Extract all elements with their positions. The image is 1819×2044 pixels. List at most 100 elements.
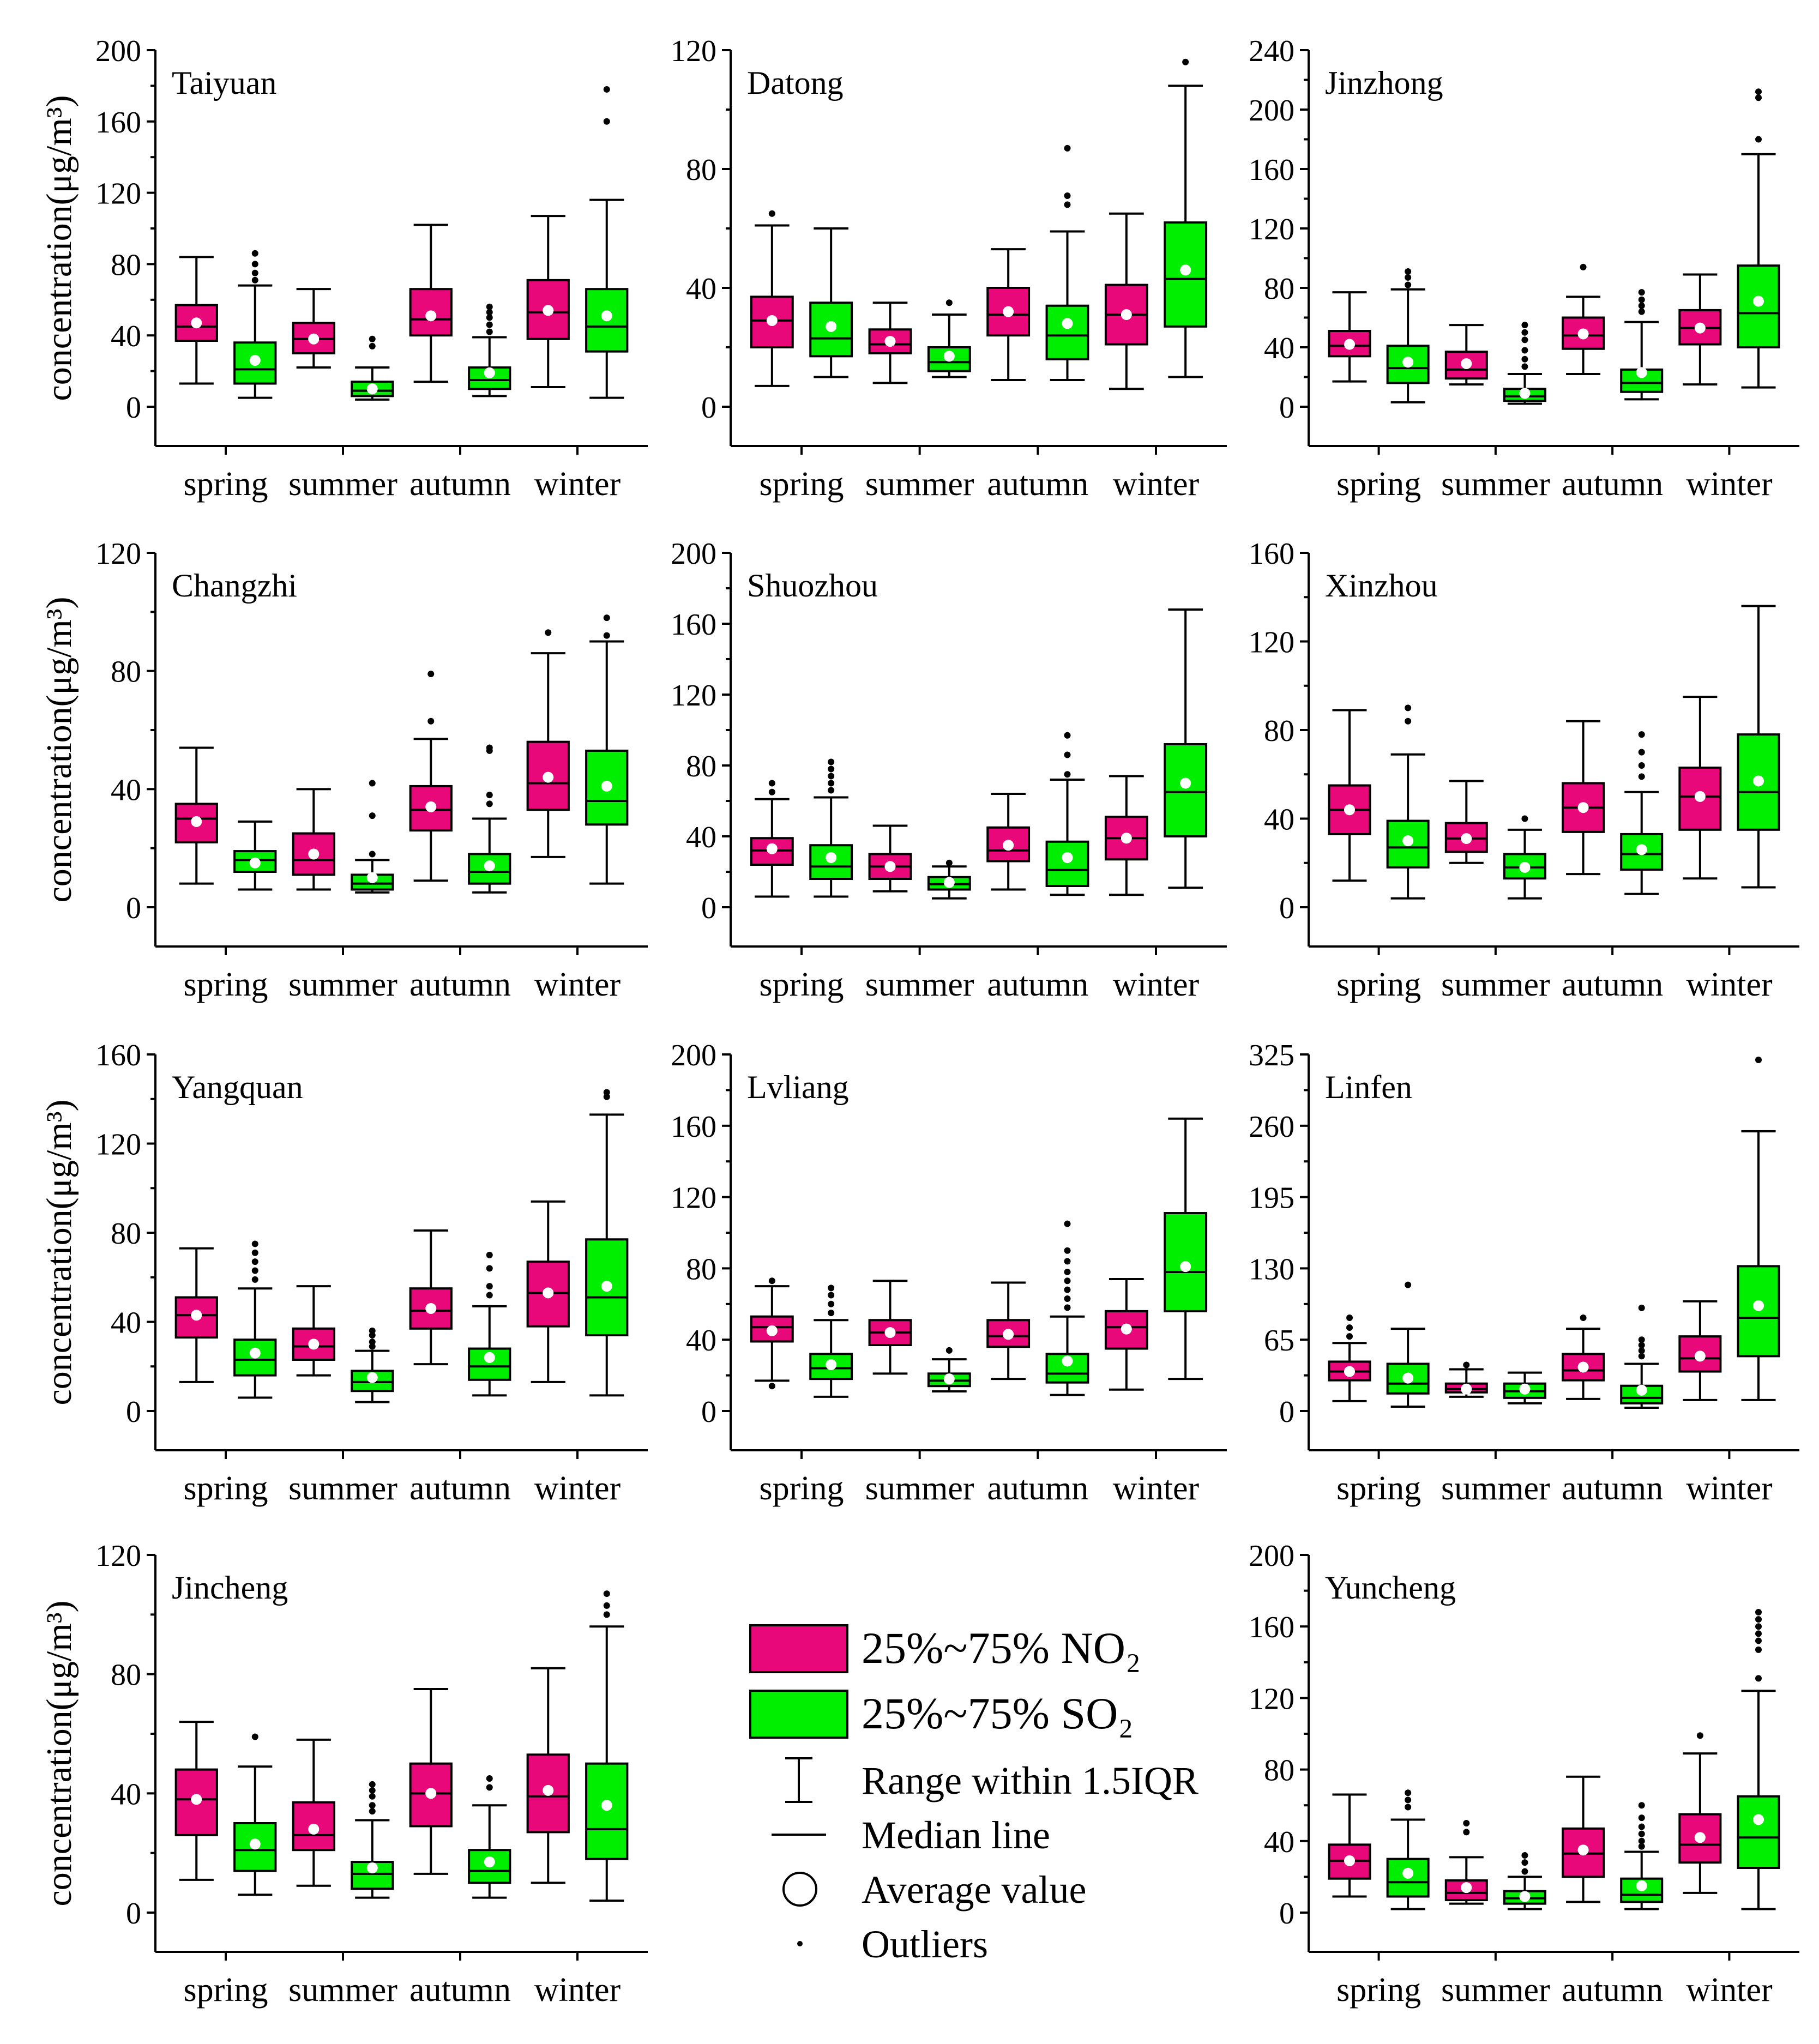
chart-title: Linfen — [1325, 1069, 1412, 1105]
mean-marker — [1402, 1372, 1414, 1384]
mean-marker — [943, 1373, 955, 1385]
box-so2-spring — [233, 250, 277, 399]
mean-marker — [1636, 1384, 1647, 1396]
y-tick-label: 200 — [1249, 94, 1294, 128]
x-tick-label: spring — [184, 1470, 268, 1507]
y-tick-label: 80 — [686, 1252, 716, 1286]
chart-panel-datong: 0 40 80 120 Datong spring summer autumn winter — [671, 34, 1227, 503]
mean-marker — [308, 848, 320, 860]
y-tick-label: 80 — [111, 1659, 141, 1692]
outlier-point — [369, 780, 376, 787]
x-tick-label: spring — [760, 966, 844, 1003]
box-so2-winter — [585, 86, 629, 399]
mean-marker — [1121, 309, 1132, 321]
outlier-point — [1638, 1843, 1645, 1850]
outlier-point — [427, 717, 435, 725]
mean-marker — [1402, 357, 1414, 368]
outlier-point — [1521, 347, 1528, 354]
box-no2-spring — [174, 256, 218, 385]
x-tick-label: winter — [1686, 1470, 1773, 1507]
x-tick-label: winter — [1113, 1470, 1200, 1507]
box-no2-winter — [1104, 1278, 1148, 1391]
outlier-point — [828, 1310, 835, 1317]
outlier-point — [768, 1383, 775, 1390]
box-no2-winter — [526, 629, 570, 858]
x-tick-label: autumn — [409, 1971, 511, 2009]
outlier-point — [1638, 1342, 1645, 1349]
x-tick-label: autumn — [409, 966, 511, 1003]
outlier-point — [369, 342, 376, 349]
outlier-point — [1638, 773, 1645, 780]
outlier-point — [1638, 1830, 1645, 1837]
outlier-point — [486, 1784, 493, 1791]
mean-marker — [1519, 861, 1531, 873]
mean-marker — [543, 771, 554, 783]
outlier-point — [768, 210, 775, 217]
y-tick-label: 80 — [1264, 1754, 1294, 1788]
mean-marker — [1577, 802, 1589, 813]
chart-title: Shuozhou — [747, 568, 878, 604]
box-no2-summer — [292, 288, 335, 369]
mean-marker — [766, 1325, 778, 1336]
outlier-point — [1755, 1608, 1762, 1615]
outlier-point — [1521, 363, 1528, 370]
y-tick-label: 160 — [95, 106, 141, 140]
box-so2-spring — [809, 1285, 853, 1398]
x-tick-label: spring — [760, 466, 844, 503]
mean-marker — [601, 1800, 612, 1811]
outlier-point — [1755, 136, 1762, 143]
outlier-point — [1064, 1220, 1071, 1227]
box-so2-summer — [927, 859, 971, 900]
box-no2-autumn — [409, 1688, 453, 1875]
mean-marker — [1003, 306, 1014, 317]
outlier-point — [369, 851, 376, 858]
outlier-point — [1182, 58, 1189, 65]
x-tick-label: autumn — [987, 966, 1088, 1003]
box-no2-winter — [526, 215, 570, 389]
mean-marker — [1461, 833, 1472, 845]
mean-marker — [543, 305, 554, 316]
outlier-point — [828, 765, 835, 773]
chart-panel-shuozhou: 0 40 80 120 160 200 Shuozhou spring summer autumn… — [671, 537, 1227, 1003]
outlier-point — [1638, 762, 1645, 769]
outlier-point — [486, 303, 493, 310]
outlier-point — [1755, 1630, 1762, 1637]
mean-marker — [366, 872, 378, 883]
outlier-point — [369, 812, 376, 819]
box-no2-summer — [868, 824, 912, 893]
outlier-point — [828, 758, 835, 765]
outlier-point — [1463, 1829, 1470, 1836]
box-no2-winter — [1678, 1300, 1722, 1401]
outlier-point — [1638, 1814, 1645, 1822]
outlier-point — [369, 1787, 376, 1794]
outlier-point — [251, 1249, 258, 1256]
box-no2-summer — [1444, 324, 1488, 386]
y-tick-label: 120 — [1249, 626, 1294, 660]
mean-marker — [543, 1287, 554, 1299]
y-tick-label: 40 — [111, 773, 141, 807]
outlier-point — [1064, 1304, 1071, 1311]
y-tick-label: 40 — [686, 272, 716, 306]
x-tick-label: spring — [184, 966, 268, 1003]
outlier-point — [369, 1327, 376, 1334]
x-tick-label: winter — [534, 1470, 621, 1507]
y-tick-label: 40 — [686, 821, 716, 854]
mean-marker — [601, 780, 612, 792]
outlier-point — [945, 1347, 953, 1354]
outlier-point — [486, 744, 493, 751]
box-so2-summer — [351, 1781, 394, 1899]
y-tick-label: 80 — [1264, 272, 1294, 306]
mean-marker — [1636, 367, 1647, 378]
chart-panel-xinzhou: 0 40 80 120 160 Xinzhou spring summer autumn wint… — [1249, 537, 1799, 1003]
y-tick-label: 120 — [95, 177, 141, 211]
outlier-point — [369, 1781, 376, 1788]
box-no2-spring — [750, 210, 794, 387]
mean-marker — [1344, 804, 1355, 816]
box-no2-autumn — [409, 671, 453, 882]
box-no2-spring — [1328, 291, 1371, 383]
box-no2-autumn — [409, 1229, 453, 1366]
y-tick-label: 0 — [126, 391, 141, 425]
box-no2-winter — [1104, 775, 1148, 896]
box-no2-summer — [868, 1280, 912, 1375]
